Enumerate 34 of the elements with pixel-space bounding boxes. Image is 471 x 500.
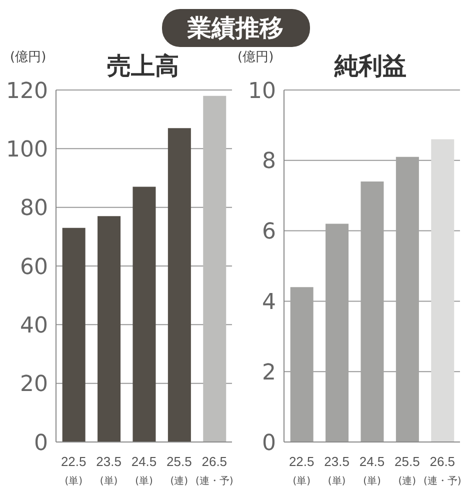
y-axis-title: (億円) xyxy=(238,49,274,66)
y-tick-label: 20 xyxy=(20,372,48,398)
y-tick-label: 0 xyxy=(262,430,276,456)
y-tick-label: 80 xyxy=(20,196,48,222)
x-tick-label: 25.5 (連) xyxy=(166,454,192,487)
y-axis-title: (億円) xyxy=(10,49,46,66)
x-tick-label: 23.5 (単) xyxy=(324,454,349,487)
y-tick-label: 10 xyxy=(248,78,276,104)
chart-title: 売上高 xyxy=(106,51,180,82)
x-tick-label: 24.5 (単) xyxy=(131,454,157,487)
bar xyxy=(132,186,156,442)
x-tick-label: 23.5 (単) xyxy=(96,454,122,487)
y-tick-label: 100 xyxy=(6,137,48,162)
x-tick-label: 26.5 (連・予) xyxy=(195,454,234,487)
x-tick-label: 25.5 (連) xyxy=(394,454,420,487)
y-tick-label: 4 xyxy=(262,290,276,316)
bar xyxy=(430,139,454,442)
bar xyxy=(168,128,191,442)
y-tick-label: 120 xyxy=(6,78,48,104)
y-tick-label: 6 xyxy=(262,220,276,245)
chart-title: 純利益 xyxy=(333,51,408,82)
y-tick-label: 40 xyxy=(20,313,48,338)
x-tick-label: 22.5 (単) xyxy=(288,454,314,487)
y-tick-label: 60 xyxy=(20,254,48,280)
bar xyxy=(62,228,86,442)
bar xyxy=(98,216,121,442)
y-tick-label: 0 xyxy=(34,430,48,456)
bar xyxy=(203,96,226,442)
y-tick-label: 2 xyxy=(262,360,276,386)
y-tick-label: 8 xyxy=(262,149,276,174)
x-tick-label: 26.5 (連・予) xyxy=(422,454,461,487)
x-tick-label: 24.5 (単) xyxy=(358,454,384,487)
text: 業績推移 xyxy=(162,9,310,47)
x-tick-label: 22.5 (単) xyxy=(60,454,86,487)
